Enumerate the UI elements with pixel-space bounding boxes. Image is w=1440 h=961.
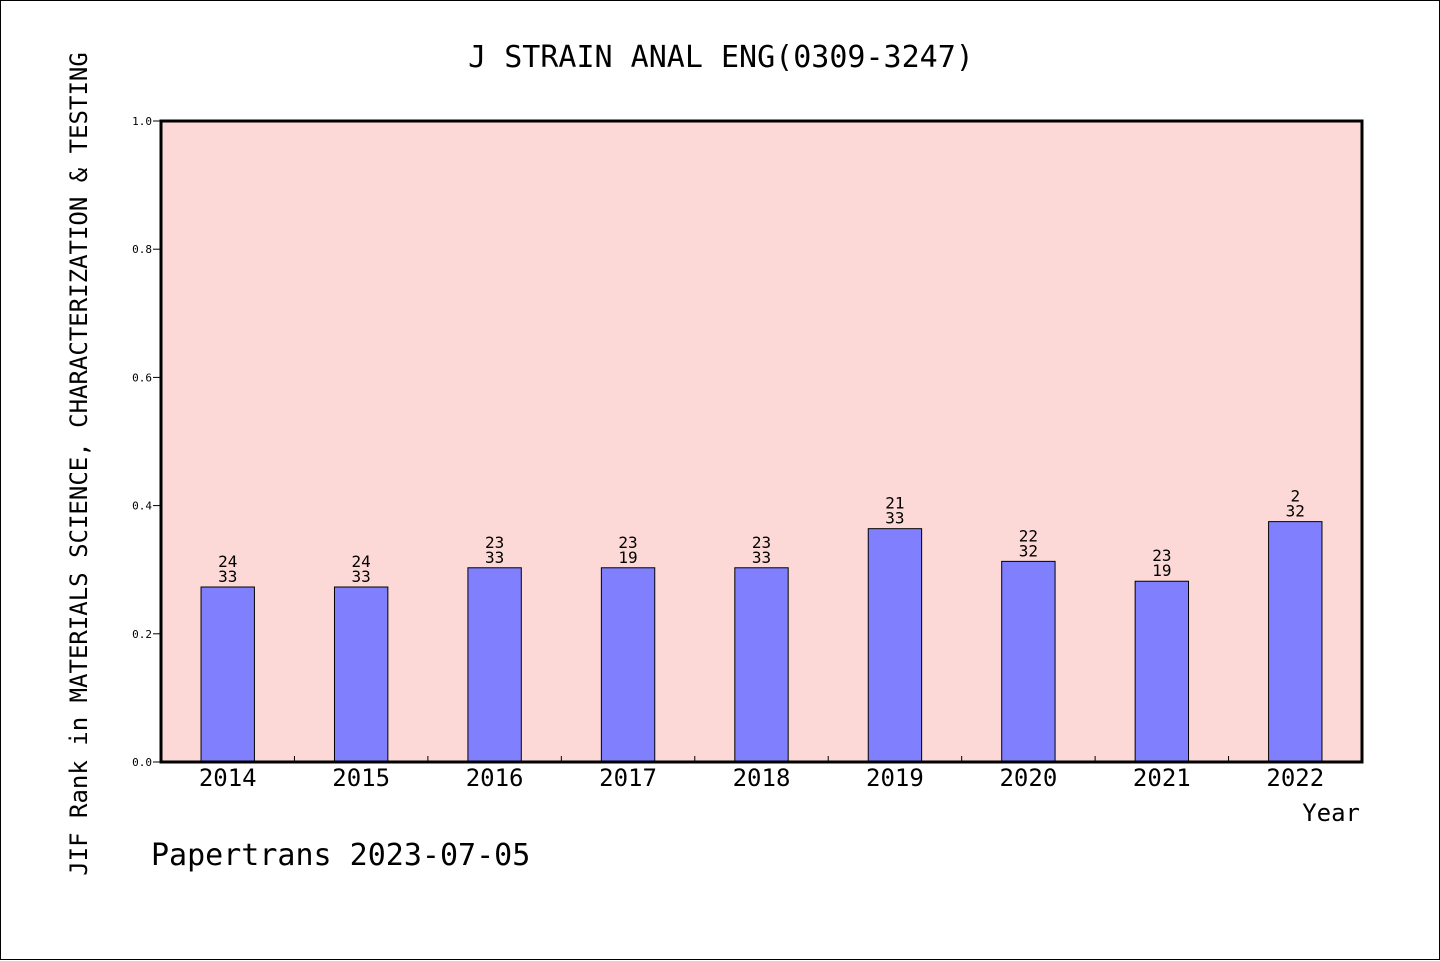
bar-2017 bbox=[600, 567, 656, 763]
bar-label-bottom-2021: 19 bbox=[1152, 561, 1171, 580]
bar-label-top-2019: 21 bbox=[885, 494, 904, 513]
y-tick-label-1.0: 1.0 bbox=[132, 115, 152, 128]
x-tick-label-2018: 2018 bbox=[733, 764, 791, 792]
bar-2014 bbox=[200, 586, 255, 763]
bar-2022 bbox=[1268, 521, 1323, 763]
bar-label-bottom-2017: 19 bbox=[618, 548, 637, 567]
bar-label-bottom-2018: 33 bbox=[752, 548, 771, 567]
bar-label-top-2020: 22 bbox=[1019, 526, 1038, 545]
x-tick-label-2015: 2015 bbox=[332, 764, 390, 792]
y-tick-label-0.6: 0.6 bbox=[132, 371, 152, 384]
x-tick-label-2014: 2014 bbox=[199, 764, 257, 792]
bar-label-top-2015: 24 bbox=[352, 552, 371, 571]
bar-label-bottom-2014: 33 bbox=[218, 567, 237, 586]
bar-label-top-2022: 2 bbox=[1290, 487, 1300, 506]
x-tick-label-2017: 2017 bbox=[599, 764, 657, 792]
y-tick-label-0.2: 0.2 bbox=[132, 628, 152, 641]
y-tick-label-0.0: 0.0 bbox=[132, 756, 152, 769]
bar-label-bottom-2020: 32 bbox=[1019, 541, 1038, 560]
bar-2020 bbox=[1001, 560, 1056, 763]
bar-label-bottom-2022: 32 bbox=[1286, 502, 1305, 521]
bar-label-bottom-2015: 33 bbox=[352, 567, 371, 586]
x-tick-label-2020: 2020 bbox=[999, 764, 1057, 792]
bar-label-top-2016: 23 bbox=[485, 533, 504, 552]
bar-2019 bbox=[867, 528, 923, 763]
footer-date-stamp: Papertrans 2023-07-05 bbox=[151, 838, 530, 873]
bar-label-top-2014: 24 bbox=[218, 552, 237, 571]
bar-2015 bbox=[333, 586, 389, 763]
x-tick-label-2022: 2022 bbox=[1266, 764, 1324, 792]
bar-label-top-2021: 23 bbox=[1152, 546, 1171, 565]
y-axis: 0.0 0.2 0.4 0.6 0.8 1.0 bbox=[132, 115, 161, 769]
bar-2021 bbox=[1134, 580, 1190, 763]
x-tick-label-2019: 2019 bbox=[866, 764, 924, 792]
x-tick-label-2021: 2021 bbox=[1133, 764, 1191, 792]
chart-title: J STRAIN ANAL ENG(0309-3247) bbox=[468, 40, 974, 75]
y-axis-label: JIF Rank in MATERIALS SCIENCE, CHARACTER… bbox=[65, 52, 93, 876]
bar-2016 bbox=[467, 567, 522, 763]
bar-label-top-2017: 23 bbox=[618, 533, 637, 552]
bar-label-bottom-2016: 33 bbox=[485, 548, 504, 567]
plot-border bbox=[159, 119, 1364, 764]
bars-group bbox=[200, 521, 1323, 763]
x-axis-label: Year bbox=[1302, 799, 1360, 827]
y-tick-label-0.8: 0.8 bbox=[132, 243, 152, 256]
y-tick-label-0.4: 0.4 bbox=[132, 500, 152, 513]
x-tick-label-2016: 2016 bbox=[466, 764, 524, 792]
x-axis: 2014 2015 2016 2017 2018 2019 2020 2021 2022 bbox=[199, 756, 1324, 792]
bar-2018 bbox=[734, 567, 789, 763]
bar-label-bottom-2019: 33 bbox=[885, 509, 904, 528]
bar-label-top-2018: 23 bbox=[752, 533, 771, 552]
